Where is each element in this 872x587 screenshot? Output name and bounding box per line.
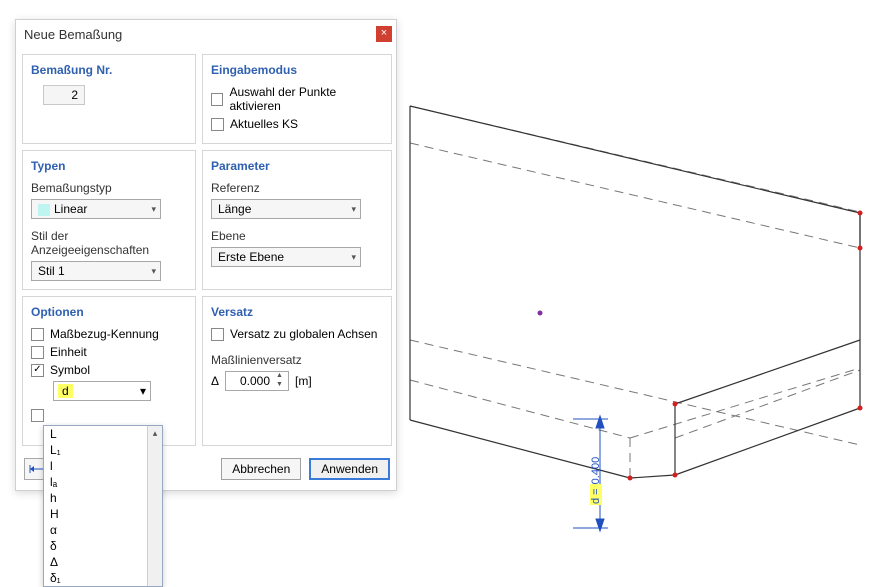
symbol-option[interactable]: δ₁ [44,570,162,586]
chevron-down-icon: ▾ [151,204,156,215]
symbol-dropdown-list[interactable]: L L₁ l lₐ h H α δ Δ δ₁ ▴ [43,425,163,587]
group-types: Typen Bemaßungstyp Linear ▾ Stil der Anz… [22,150,196,290]
select-symbol[interactable]: d ▾ [53,381,151,401]
group-parameter-title: Parameter [211,159,383,173]
dimension-value: 0.400 [590,457,602,485]
group-parameter: Parameter Referenz Länge ▾ Ebene Erste E… [202,150,392,290]
dimension-label: d = 0.400 [590,457,602,505]
select-display-style[interactable]: Stil 1 ▾ [31,261,161,281]
label-reference: Referenz [211,181,383,195]
symbol-option[interactable]: α [44,522,162,538]
label-symbol: Symbol [50,363,90,377]
symbol-option[interactable]: h [44,490,162,506]
checkbox-global-offset[interactable] [211,328,224,341]
titlebar[interactable]: Neue Bemaßung × [16,20,396,48]
label-activate-points: Auswahl der Punkte aktivieren [229,85,383,113]
symbol-option[interactable]: δ [44,538,162,554]
label-plane: Ebene [211,229,383,243]
group-offset: Versatz Versatz zu globalen Achsen Maßli… [202,296,392,446]
group-number-title: Bemaßung Nr. [31,63,187,77]
offset-delta-symbol: Δ [211,374,219,388]
label-global-offset: Versatz zu globalen Achsen [230,327,377,341]
scroll-up-icon[interactable]: ▴ [148,426,162,441]
symbol-option[interactable]: L [44,426,162,442]
close-icon[interactable]: × [376,26,392,42]
linear-color-swatch [38,204,50,216]
symbol-option[interactable]: Δ [44,554,162,570]
cancel-button[interactable]: Abbrechen [221,458,301,480]
group-types-title: Typen [31,159,187,173]
select-dim-type[interactable]: Linear ▾ [31,199,161,219]
apply-button[interactable]: Anwenden [309,458,390,480]
dimension-number-input[interactable] [43,85,85,105]
symbol-option[interactable]: lₐ [44,474,162,490]
chevron-down-icon: ▾ [351,252,356,263]
chevron-down-icon: ▾ [351,204,356,215]
checkbox-current-cs[interactable] [211,118,224,131]
group-options-title: Optionen [31,305,187,319]
checkbox-datum-id[interactable] [31,328,44,341]
spin-buttons[interactable]: ▲▼ [276,372,288,388]
checkbox-activate-points[interactable] [211,93,223,106]
checkbox-hidden[interactable] [31,409,44,422]
group-input-mode: Eingabemodus Auswahl der Punkte aktivier… [202,54,392,144]
checkbox-unit[interactable] [31,346,44,359]
label-dim-type: Bemaßungstyp [31,181,187,195]
symbol-option[interactable]: H [44,506,162,522]
symbol-option[interactable]: L₁ [44,442,162,458]
dropdown-scrollbar[interactable]: ▴ [147,426,162,586]
symbol-value: d [58,384,73,398]
group-offset-title: Versatz [211,305,383,319]
new-dimension-dialog: Neue Bemaßung × Bemaßung Nr. Eingabemodu… [15,19,397,491]
label-current-cs: Aktuelles KS [230,117,298,131]
label-unit: Einheit [50,345,87,359]
dimension-prefix: d = [590,484,602,505]
label-datum-id: Maßbezug-Kennung [50,327,159,341]
chevron-down-icon: ▾ [140,384,146,398]
window-title: Neue Bemaßung [24,27,122,42]
checkbox-symbol[interactable]: ✓ [31,364,44,377]
group-options: Optionen Maßbezug-Kennung Einheit ✓ Symb… [22,296,196,446]
symbol-option[interactable]: l [44,458,162,474]
select-reference[interactable]: Länge ▾ [211,199,361,219]
label-display-style: Stil der Anzeigeeigenschaften [31,229,187,257]
chevron-down-icon: ▾ [151,266,156,277]
label-line-offset: Maßlinienversatz [211,353,383,367]
select-plane[interactable]: Erste Ebene ▾ [211,247,361,267]
offset-unit: [m] [295,374,312,388]
group-input-mode-title: Eingabemodus [211,63,383,77]
group-number: Bemaßung Nr. [22,54,196,144]
